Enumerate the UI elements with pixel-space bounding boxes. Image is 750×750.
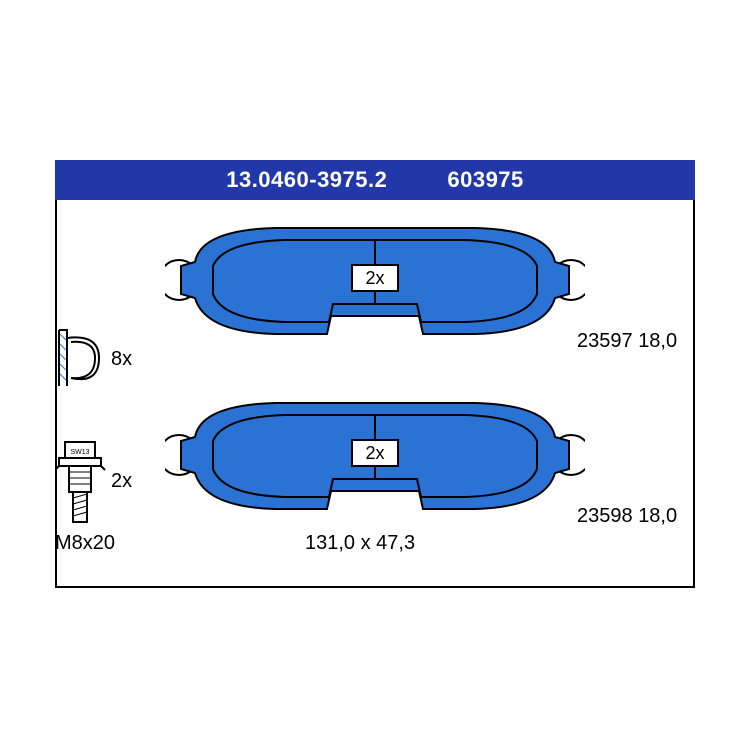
pad-top-qty: 2x <box>365 268 384 289</box>
bolt-spec: M8x20 <box>55 532 115 555</box>
header-bar: 13.0460-3975.2 603975 <box>55 160 695 200</box>
pad-top-qty-box: 2x <box>351 264 399 292</box>
pad-dimensions: 131,0 x 47,3 <box>305 532 415 555</box>
brake-pad-diagram: 13.0460-3975.2 603975 2x 23597 18,0 <box>55 160 695 590</box>
bolt-marking: SW13 <box>70 449 89 456</box>
part-number-short: 603975 <box>447 167 523 193</box>
clip-qty: 8x <box>111 348 132 371</box>
clip-icon <box>53 328 107 390</box>
pad-bottom-ref: 23598 18,0 <box>577 505 677 528</box>
pad-top-ref: 23597 18,0 <box>577 330 677 353</box>
diagram-frame: 2x 23597 18,0 2x 23598 18,0 131,0 x 47,3 <box>55 200 695 588</box>
part-number-main: 13.0460-3975.2 <box>226 167 387 193</box>
bolt-icon: SW13 <box>55 440 109 528</box>
bolt-qty: 2x <box>111 470 132 493</box>
pad-bottom-qty-box: 2x <box>351 439 399 467</box>
pad-bottom-qty: 2x <box>365 443 384 464</box>
